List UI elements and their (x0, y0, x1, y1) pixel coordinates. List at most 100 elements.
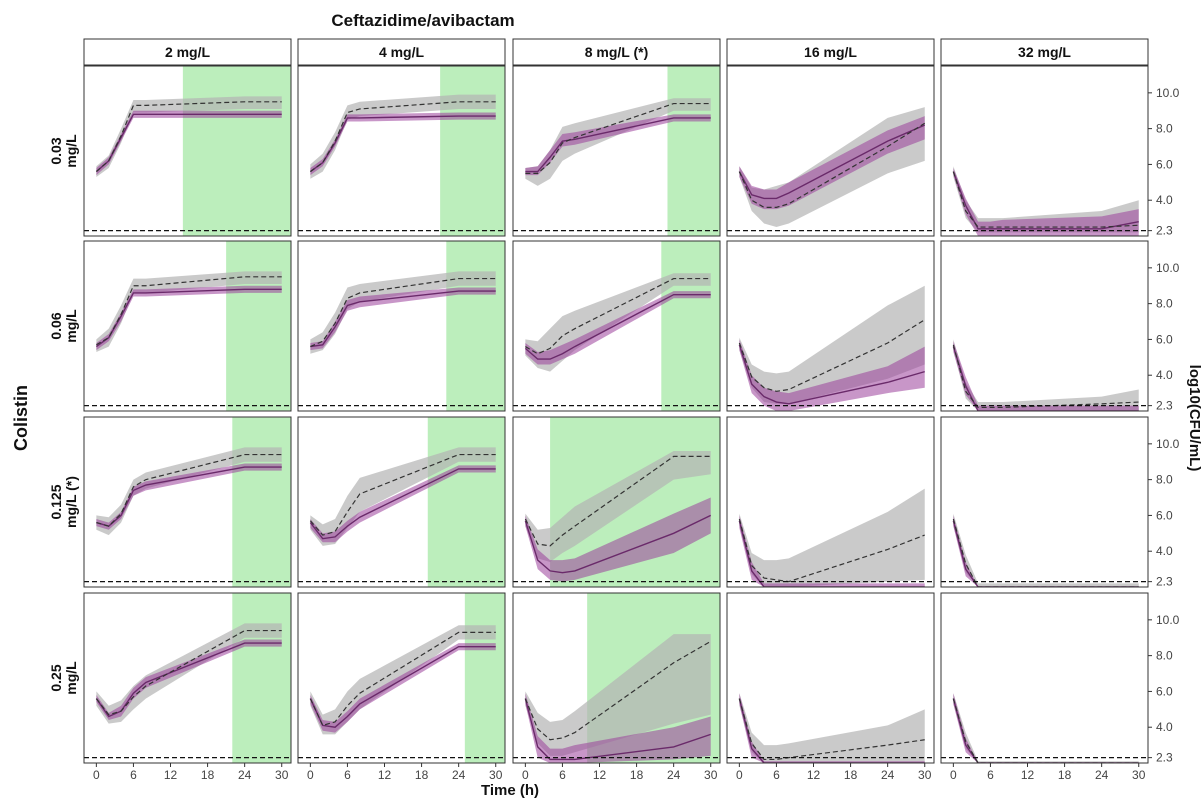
x-tick-label: 24 (1095, 768, 1109, 782)
panel-border (512, 65, 721, 237)
chart-title: Ceftazidime/avibactam (331, 11, 514, 30)
x-tick-label: 30 (704, 768, 718, 782)
highlight-region (427, 417, 505, 587)
observed-line (525, 102, 711, 174)
model-line (524, 293, 711, 360)
y-tick-label: 8.0 (1156, 122, 1173, 136)
panel (298, 593, 505, 763)
x-tick-label: 6 (344, 768, 351, 782)
observed-line (738, 319, 926, 392)
x-tick-label: 0 (93, 768, 100, 782)
x-tick-label: 0 (950, 768, 957, 782)
row-label-line: 0.03 (48, 137, 64, 164)
x-tick-label: 18 (844, 768, 858, 782)
observed-line (738, 122, 926, 208)
y-tick-label: 2.3 (1156, 751, 1173, 765)
row-axis-title: Colistin (11, 385, 31, 451)
column-label: 8 mg/L (*) (585, 44, 649, 60)
panel-background (941, 417, 1148, 587)
panel (84, 241, 291, 411)
panel-border (297, 416, 506, 588)
observed-line (95, 101, 282, 173)
model-band (525, 291, 711, 365)
model-band (525, 693, 711, 763)
panel (727, 417, 934, 587)
highlight-region (182, 66, 291, 236)
row-label: 0.06 mg/L (48, 309, 79, 343)
row-label-line: 0.25 (48, 664, 64, 691)
highlight-region (661, 241, 720, 411)
model-band (525, 114, 711, 176)
panel-border (297, 240, 506, 412)
row-label-line: mg/L (63, 661, 79, 695)
model-line (310, 290, 496, 348)
highlight-region (446, 241, 505, 411)
panel-border (726, 65, 935, 237)
row-label: 0.125 mg/L (*) (48, 476, 79, 528)
y-tick-label: 8.0 (1156, 297, 1173, 311)
column-strip (512, 38, 721, 66)
panel (941, 417, 1148, 587)
y-tick-label: 4.0 (1156, 720, 1173, 734)
y-tick-label: 10.0 (1156, 261, 1180, 275)
observed-line (952, 171, 1139, 228)
y-tick-label: 2.3 (1156, 224, 1173, 238)
observed-band (525, 451, 711, 562)
highlight-region (667, 66, 720, 236)
y-tick-label: 6.0 (1156, 157, 1173, 171)
x-axis-title: Time (h) (481, 782, 539, 799)
model-band (96, 110, 282, 176)
model-line (309, 115, 496, 173)
observed-band (96, 96, 282, 177)
row-label-line: mg/L (63, 309, 79, 343)
model-line (738, 520, 925, 587)
panel-border (512, 240, 721, 412)
x-tick-label: 0 (307, 768, 314, 782)
row-strip (40, 241, 83, 411)
model-line (309, 645, 496, 728)
panel-border (297, 592, 506, 764)
model-band (96, 639, 282, 721)
model-line (952, 171, 1139, 230)
row-label: 0.25 mg/L (48, 661, 79, 695)
panel-border (726, 416, 935, 588)
observed-line (524, 455, 711, 547)
x-tick-label: 18 (201, 768, 215, 782)
x-tick-label: 18 (1058, 768, 1072, 782)
y-tick-label: 8.0 (1156, 649, 1173, 663)
y-tick-label: 2.3 (1156, 399, 1173, 413)
observed-line (524, 640, 712, 741)
x-tick-label: 6 (130, 768, 137, 782)
model-band (953, 168, 1139, 236)
x-tick-label: 18 (630, 768, 644, 782)
observed-line (95, 629, 282, 716)
panel (298, 241, 505, 411)
y-tick-label: 6.0 (1156, 332, 1173, 346)
highlight-region (232, 593, 291, 763)
panel (513, 417, 720, 587)
panel-border (726, 592, 935, 764)
y-tick-label: 10.0 (1156, 437, 1180, 451)
model-line (952, 520, 1139, 587)
x-tick-label: 24 (238, 768, 252, 782)
panel (941, 241, 1148, 411)
y-tick-label: 6.0 (1156, 684, 1173, 698)
row-label-line: mg/L (63, 134, 79, 168)
y-axis-title: log10(CFU/mL) (1186, 365, 1203, 472)
y-tick-label: 10.0 (1156, 613, 1180, 627)
observed-band (739, 693, 925, 763)
panel-border (83, 592, 292, 764)
x-tick-label: 12 (1021, 768, 1035, 782)
observed-band (953, 166, 1139, 233)
observed-line (952, 698, 1139, 763)
model-line (952, 346, 1139, 411)
x-tick-label: 12 (593, 768, 607, 782)
panel (513, 241, 720, 411)
x-tick-label: 30 (275, 768, 289, 782)
x-tick-label: 12 (378, 768, 392, 782)
column-strip (83, 38, 292, 66)
observed-line (525, 277, 711, 355)
x-tick-label: 0 (736, 768, 743, 782)
